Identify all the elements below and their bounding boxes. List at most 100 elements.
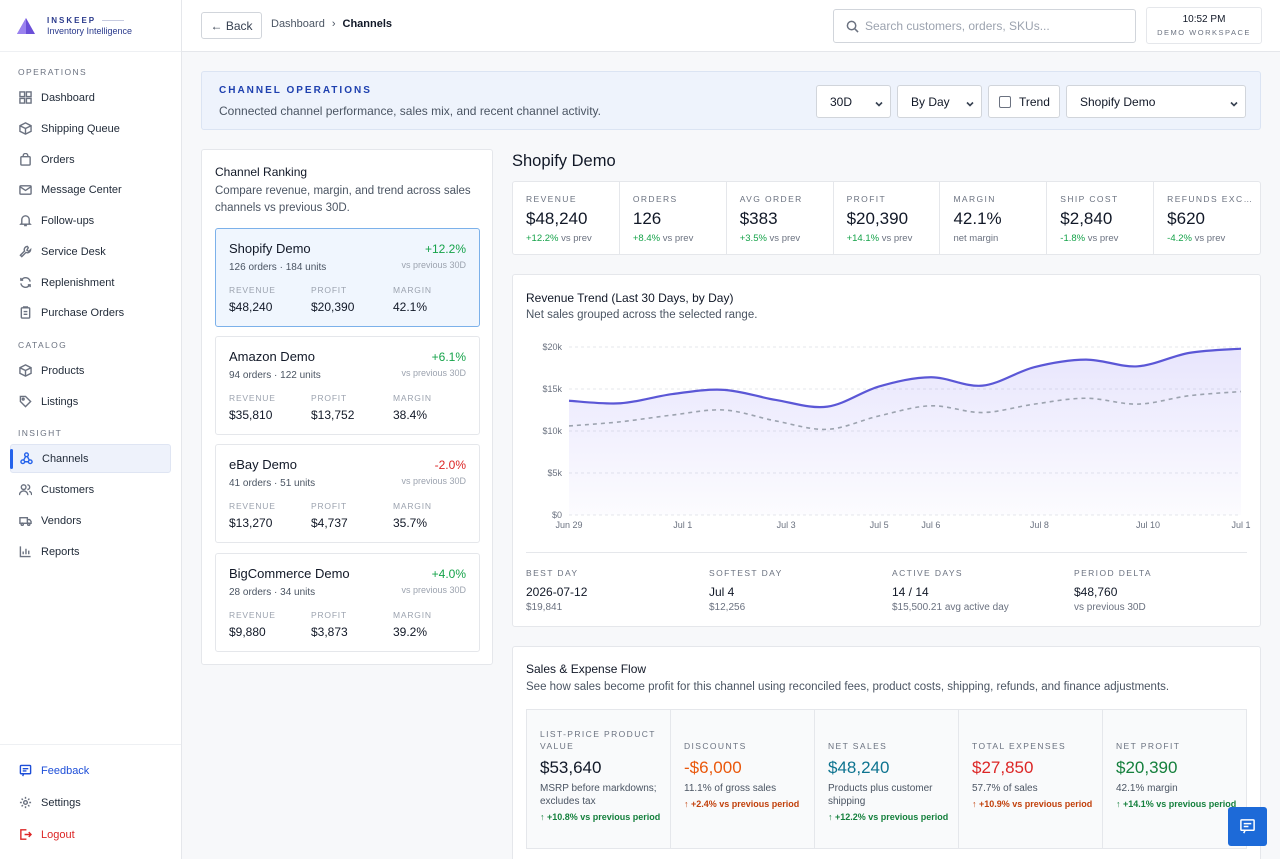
flow-change: ↑ +10.8% vs previous period	[540, 812, 661, 822]
margin-value: 38.4%	[393, 408, 428, 422]
channel-card[interactable]: BigCommerce Demo 28 orders · 34 units +4.0…	[215, 553, 480, 652]
stat-value: 14 / 14	[892, 585, 929, 599]
series-area	[569, 348, 1241, 515]
chat-button[interactable]	[1228, 807, 1267, 846]
channel-card[interactable]: Amazon Demo 94 orders · 122 units +6.1% vs …	[215, 336, 480, 435]
kpi-delta: +14.1%	[846, 233, 880, 244]
margin-value: 39.2%	[393, 625, 428, 639]
stat-sub: $19,841	[526, 602, 563, 613]
sidebar-item-settings[interactable]: Settings	[10, 788, 171, 817]
chat-icon	[1240, 819, 1255, 834]
channel-delta: +4.0%	[431, 567, 466, 581]
profit-value: $13,752	[311, 408, 355, 422]
kpi-ship-cost: SHIP COST $2,840 -1.8% vs prev	[1047, 182, 1155, 254]
margin-label: MARGIN	[393, 610, 432, 620]
kpi-suffix: vs prev	[1191, 233, 1226, 244]
trend-checkbox[interactable]	[999, 95, 1011, 108]
sidebar-item-vendors[interactable]: Vendors	[10, 506, 171, 535]
kpi-label: REVENUE	[526, 194, 577, 204]
flow-cell: NET SALES $48,240 Products plus customer s…	[815, 710, 959, 848]
y-tick-label: $0	[552, 510, 562, 520]
sidebar-item-purchase-orders[interactable]: Purchase Orders	[10, 298, 171, 327]
bell-icon	[19, 214, 32, 227]
sidebar: INSKEEP Inventory Intelligence OPERATION…	[0, 0, 182, 859]
stat-label: SOFTEST DAY	[709, 568, 783, 578]
sidebar-item-logout[interactable]: Logout	[10, 820, 171, 849]
logout-icon	[19, 828, 32, 841]
trend-stat: ACTIVE DAYS 14 / 14 $15,500.21 avg active …	[892, 568, 1009, 613]
flow-change: ↑ +2.4% vs previous period	[684, 799, 800, 809]
channels-icon	[20, 452, 33, 465]
sidebar-item-follow-ups[interactable]: Follow-ups	[10, 206, 171, 235]
revenue-label: REVENUE	[229, 501, 276, 511]
tag-icon	[19, 395, 32, 408]
ranking-description: Compare revenue, margin, and trend acros…	[215, 185, 471, 214]
x-tick-label: Jun 29	[555, 520, 582, 530]
section-catalog: CATALOG	[18, 340, 68, 350]
sidebar-item-label: Purchase Orders	[41, 306, 125, 319]
refresh-icon	[19, 276, 32, 289]
range-select[interactable]: 30D	[816, 85, 891, 118]
sidebar-item-listings[interactable]: Listings	[10, 387, 171, 416]
kpi-suffix: net margin	[953, 233, 999, 244]
channel-name: eBay Demo	[229, 457, 297, 472]
revenue-label: REVENUE	[229, 610, 276, 620]
brand[interactable]: INSKEEP Inventory Intelligence	[0, 0, 181, 52]
flow-title: Sales & Expense Flow	[526, 662, 647, 676]
trend-toggle[interactable]: Trend	[988, 85, 1060, 118]
profit-label: PROFIT	[311, 610, 347, 620]
stat-sub: vs previous 30D	[1074, 602, 1146, 613]
sidebar-item-orders[interactable]: Orders	[10, 145, 171, 174]
clipboard-icon	[19, 306, 32, 319]
flow-value: -$6,000	[684, 758, 742, 777]
kpi-suffix: vs prev	[879, 233, 913, 244]
bag-icon	[19, 153, 32, 166]
kpi-label: REFUNDS EXC…	[1167, 194, 1254, 204]
sidebar-item-feedback[interactable]: Feedback	[10, 756, 171, 785]
sidebar-item-channels[interactable]: Channels	[10, 444, 171, 473]
margin-value: 35.7%	[393, 516, 428, 530]
search-input[interactable]	[865, 19, 1125, 33]
sidebar-item-customers[interactable]: Customers	[10, 475, 171, 504]
margin-label: MARGIN	[393, 501, 432, 511]
revenue-value: $48,240	[229, 300, 273, 314]
sidebar-item-reports[interactable]: Reports	[10, 537, 171, 566]
channel-card[interactable]: eBay Demo 41 orders · 51 units -2.0% vs pre…	[215, 444, 480, 543]
revenue-value: $9,880	[229, 625, 266, 639]
sidebar-item-label: Settings	[41, 796, 81, 809]
x-tick-label: Jul 6	[921, 520, 940, 530]
flow-label: DISCOUNTS	[684, 741, 747, 751]
channel-ranking-panel: Channel Ranking Compare revenue, margin,…	[201, 149, 493, 665]
breadcrumb-current: Channels	[342, 18, 393, 30]
kpi-label: AVG ORDER	[739, 194, 803, 204]
trend-title: Revenue Trend (Last 30 Days, by Day)	[526, 291, 734, 305]
sidebar-item-shipping-queue[interactable]: Shipping Queue	[10, 114, 171, 143]
breadcrumb-dashboard[interactable]: Dashboard	[271, 18, 325, 30]
search-box[interactable]	[833, 9, 1136, 43]
back-button[interactable]: ← Back	[201, 12, 262, 39]
section-insight: INSIGHT	[18, 428, 63, 438]
current-series-line	[568, 347, 1242, 409]
kpi-sub: net margin	[953, 233, 1046, 244]
kpi-suffix: vs prev	[660, 233, 694, 244]
sidebar-item-dashboard[interactable]: Dashboard	[10, 83, 171, 112]
sidebar-item-label: Vendors	[41, 514, 82, 527]
sidebar-item-service-desk[interactable]: Service Desk	[10, 237, 171, 266]
kpi-margin: MARGIN 42.1% net margin	[940, 182, 1048, 254]
kpi-strip: REVENUE $48,240 +12.2% vs prev ORDERS 126 +8.…	[512, 181, 1261, 255]
kpi-sub: +8.4% vs prev	[633, 233, 726, 244]
sidebar-item-products[interactable]: Products	[10, 356, 171, 385]
search-icon	[846, 20, 859, 33]
stat-sub: $15,500.21 avg active day	[892, 602, 1009, 613]
channel-card[interactable]: Shopify Demo 126 orders · 184 units +12.2%…	[215, 228, 480, 327]
kpi-suffix: vs prev	[766, 233, 801, 244]
x-tick-label: Jul 3	[777, 520, 796, 530]
sidebar-item-message-center[interactable]: Message Center	[10, 175, 171, 204]
flow-cell: NET PROFIT $20,390 42.1% margin ↑ +14.1% vs…	[1103, 710, 1246, 848]
grouping-select[interactable]: By Day	[897, 85, 982, 118]
channel-select[interactable]: Shopify Demo	[1066, 85, 1246, 118]
channel-vs: vs previous 30D	[401, 368, 466, 378]
chevron-down-icon	[875, 97, 883, 107]
truck-icon	[19, 514, 32, 527]
sidebar-item-replenishment[interactable]: Replenishment	[10, 268, 171, 297]
